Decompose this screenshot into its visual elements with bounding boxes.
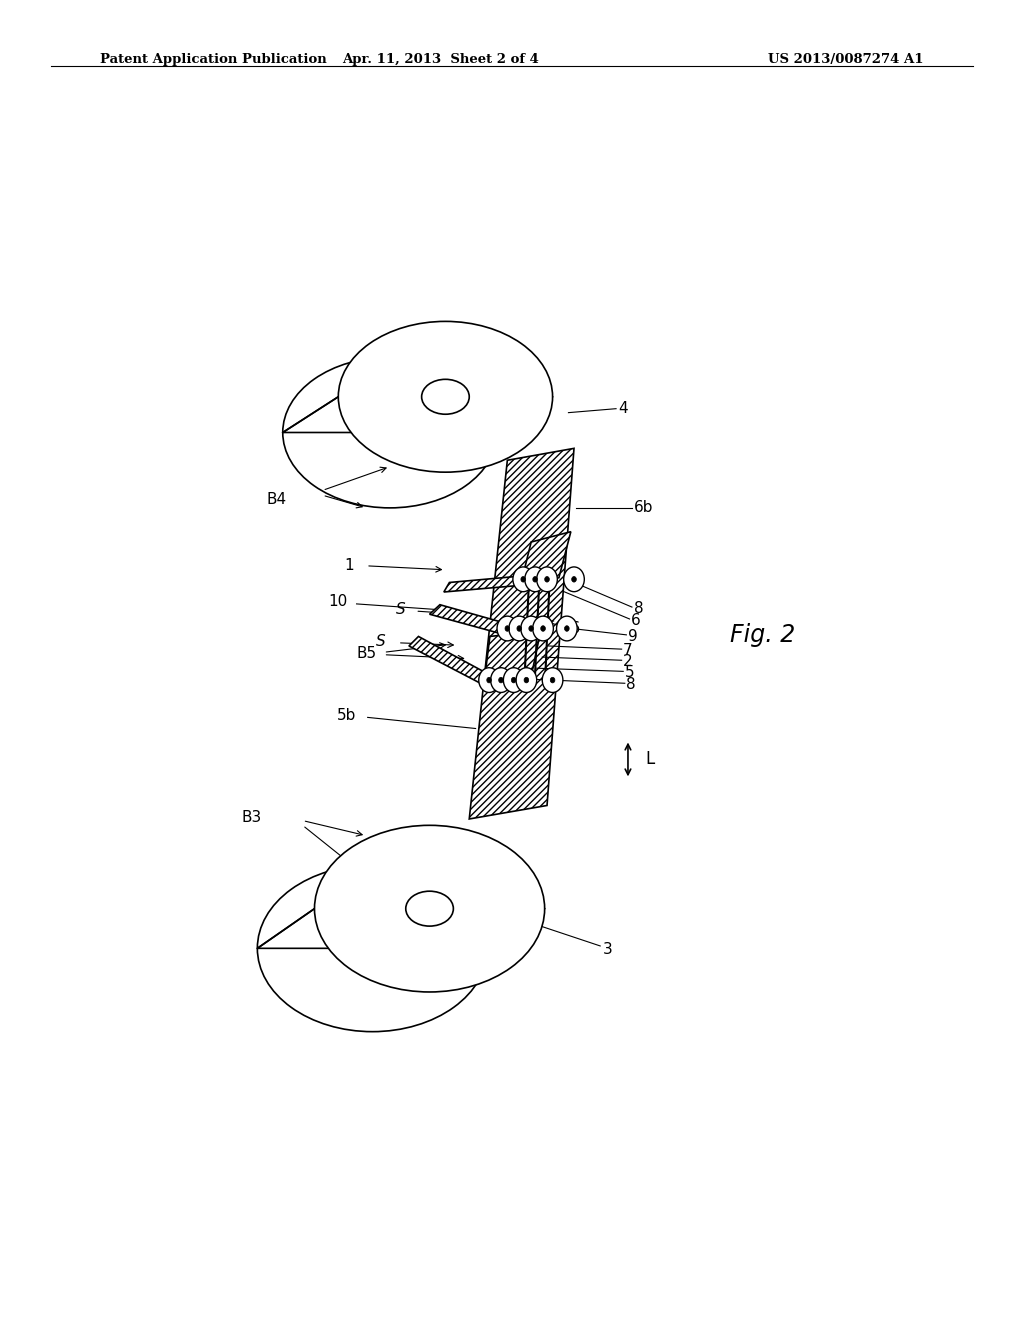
Ellipse shape xyxy=(528,626,534,631)
Text: Patent Application Publication: Patent Application Publication xyxy=(100,53,327,66)
Ellipse shape xyxy=(505,626,510,631)
Ellipse shape xyxy=(550,677,555,682)
Text: B6: B6 xyxy=(560,620,581,636)
Ellipse shape xyxy=(524,566,546,591)
Polygon shape xyxy=(409,636,489,684)
Ellipse shape xyxy=(543,668,563,693)
Ellipse shape xyxy=(406,891,454,927)
Polygon shape xyxy=(485,631,541,675)
Text: 8: 8 xyxy=(627,677,636,693)
Ellipse shape xyxy=(541,626,546,631)
Text: Apr. 11, 2013  Sheet 2 of 4: Apr. 11, 2013 Sheet 2 of 4 xyxy=(342,53,539,66)
Ellipse shape xyxy=(545,577,549,582)
Text: 8: 8 xyxy=(634,601,643,616)
Ellipse shape xyxy=(499,677,504,682)
Polygon shape xyxy=(469,449,574,818)
Ellipse shape xyxy=(257,865,487,1032)
Polygon shape xyxy=(283,397,553,433)
Ellipse shape xyxy=(422,379,469,414)
Polygon shape xyxy=(430,605,507,634)
Text: 5: 5 xyxy=(625,665,635,680)
Polygon shape xyxy=(443,576,520,591)
Text: B4: B4 xyxy=(267,492,287,507)
Text: 9: 9 xyxy=(628,628,638,644)
Ellipse shape xyxy=(509,616,529,642)
Text: L: L xyxy=(645,751,654,768)
Ellipse shape xyxy=(563,566,585,591)
Ellipse shape xyxy=(521,577,525,582)
Text: 3: 3 xyxy=(602,941,612,957)
Text: 10: 10 xyxy=(328,594,347,609)
Text: S: S xyxy=(396,602,406,616)
Text: 6b: 6b xyxy=(634,500,653,515)
Polygon shape xyxy=(520,532,570,587)
Ellipse shape xyxy=(479,668,500,693)
Ellipse shape xyxy=(571,577,577,582)
Text: 5b: 5b xyxy=(337,709,356,723)
Ellipse shape xyxy=(564,626,569,631)
Ellipse shape xyxy=(314,825,545,991)
Ellipse shape xyxy=(537,566,557,591)
Text: S: S xyxy=(376,634,385,648)
Ellipse shape xyxy=(516,668,537,693)
Ellipse shape xyxy=(490,668,511,693)
Ellipse shape xyxy=(557,616,578,642)
Text: 1: 1 xyxy=(344,557,354,573)
Text: Fig. 2: Fig. 2 xyxy=(730,623,796,647)
Text: B3: B3 xyxy=(242,810,262,825)
Ellipse shape xyxy=(497,616,518,642)
Ellipse shape xyxy=(532,616,553,642)
Text: 4: 4 xyxy=(618,401,628,416)
Text: 7: 7 xyxy=(624,643,633,659)
Text: B5: B5 xyxy=(356,647,377,661)
Ellipse shape xyxy=(521,616,542,642)
Ellipse shape xyxy=(486,677,492,682)
Text: 2: 2 xyxy=(624,655,633,669)
Ellipse shape xyxy=(524,677,528,682)
Ellipse shape xyxy=(283,358,497,508)
Polygon shape xyxy=(257,908,545,948)
Text: US 2013/0087274 A1: US 2013/0087274 A1 xyxy=(768,53,924,66)
Ellipse shape xyxy=(338,321,553,473)
Ellipse shape xyxy=(511,677,516,682)
Ellipse shape xyxy=(532,577,538,582)
Ellipse shape xyxy=(517,626,521,631)
Ellipse shape xyxy=(513,566,534,591)
Text: 6: 6 xyxy=(631,612,641,628)
Ellipse shape xyxy=(504,668,524,693)
